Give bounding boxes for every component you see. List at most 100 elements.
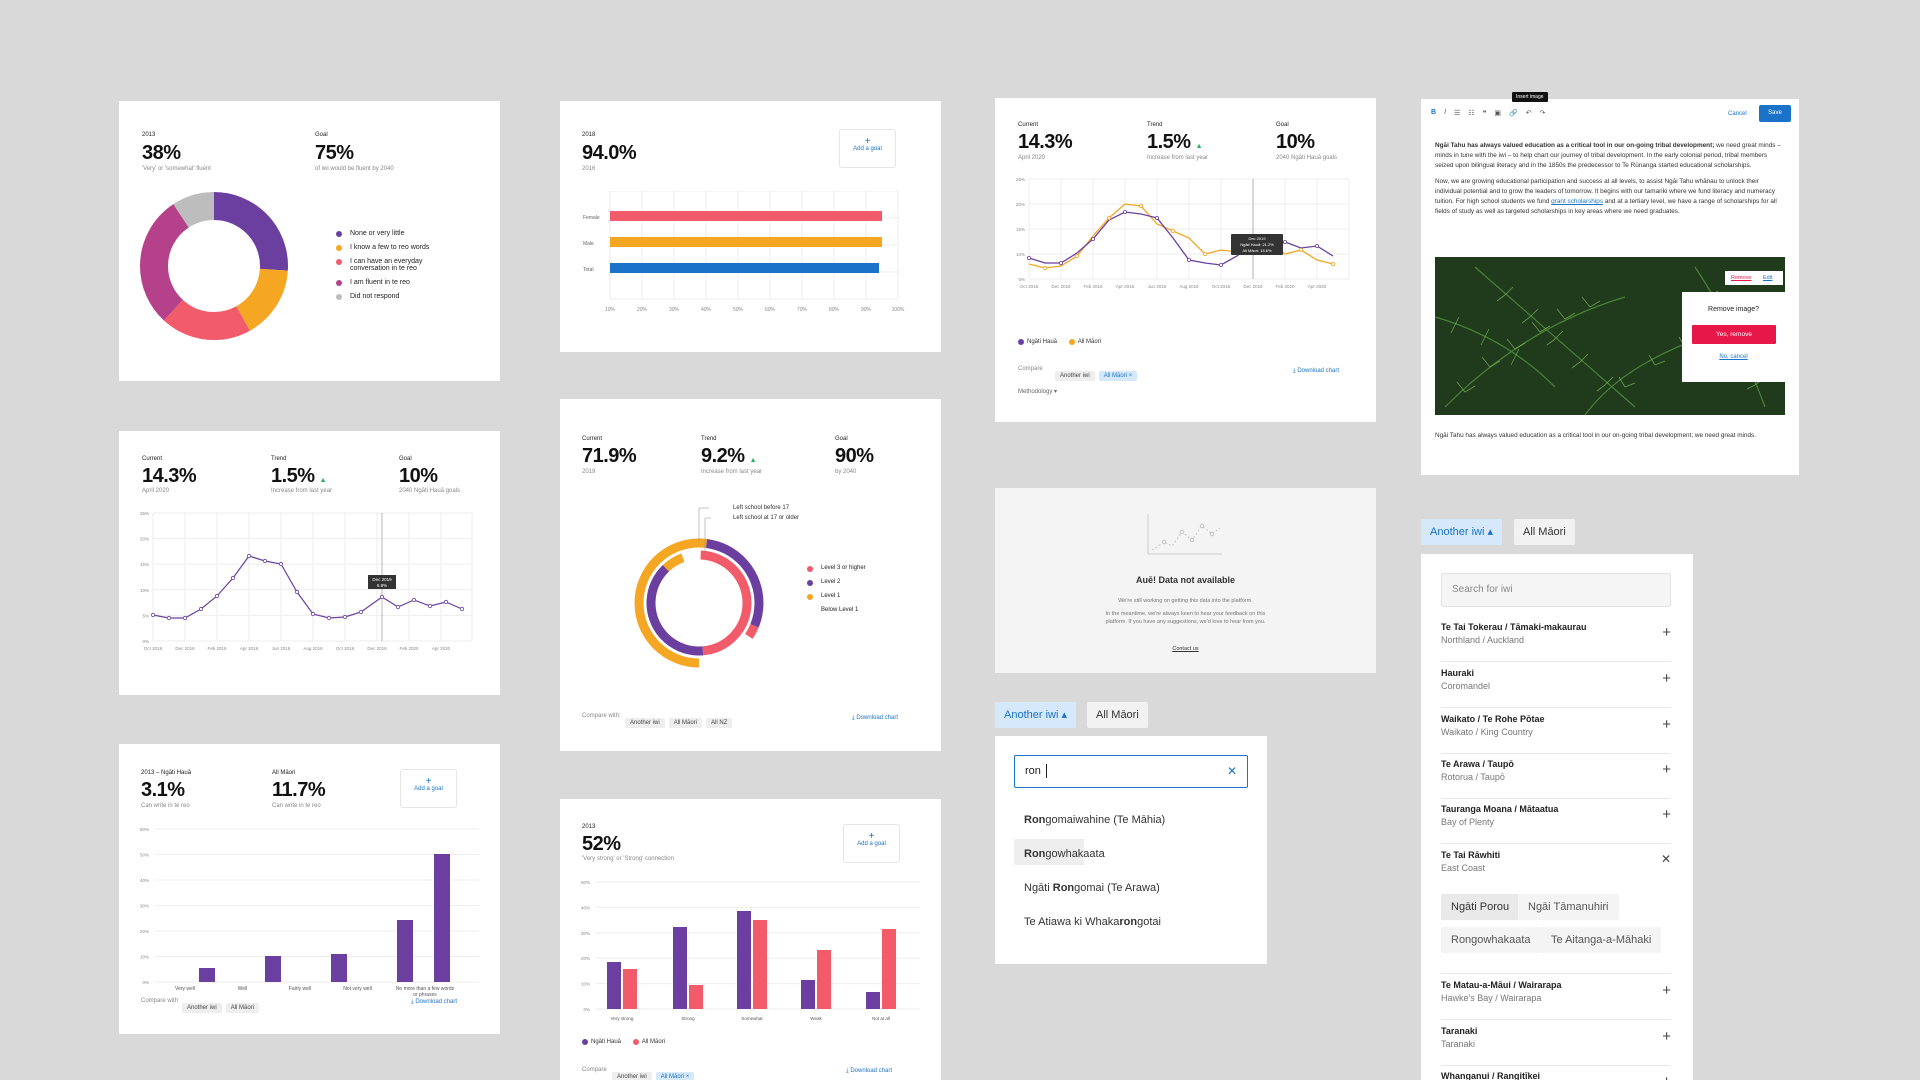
add-icon[interactable]: + bbox=[1662, 761, 1671, 778]
trend-label: Trend bbox=[271, 456, 287, 462]
all-maori-button[interactable]: All Māori bbox=[1514, 519, 1575, 545]
chip-another-iwi[interactable]: Another iwi bbox=[1055, 371, 1095, 381]
iwi-row[interactable]: Tauranga Moana / Mātaatua Bay of Plenty + bbox=[1441, 798, 1671, 844]
category-labels: Very well Well Fairly well Not very well… bbox=[165, 986, 455, 998]
search-placeholder: Search for iwi bbox=[1452, 584, 1513, 595]
download-chart-link[interactable]: ⤓ Download chart bbox=[846, 1068, 893, 1074]
chip-all-maori[interactable]: All Māori × bbox=[655, 1072, 695, 1080]
contact-us-link[interactable]: Contact us bbox=[1172, 646, 1199, 652]
all-maori-value: 11.7% bbox=[272, 779, 326, 801]
donut-legend: None or very little I know a few to reo … bbox=[336, 230, 456, 307]
add-goal-button[interactable]: + Add a goal bbox=[839, 129, 896, 168]
cancel-button[interactable]: Cancel bbox=[1728, 111, 1747, 117]
search-option[interactable]: Te Atiawa ki Whakarongotai bbox=[1024, 916, 1161, 928]
search-option[interactable]: Rongomaiwahine (Te Māhia) bbox=[1024, 814, 1166, 826]
add-icon[interactable]: + bbox=[1662, 1073, 1671, 1080]
quote-button[interactable]: ❝ bbox=[1482, 110, 1487, 117]
bar-label: Total bbox=[583, 267, 594, 273]
grant-scholarships-link[interactable]: grant scholarships bbox=[1551, 198, 1604, 206]
add-icon[interactable]: + bbox=[1662, 806, 1671, 823]
remove-image-link[interactable]: Remove bbox=[1731, 275, 1752, 281]
download-chart-link[interactable]: ⤓ Download chart bbox=[411, 999, 458, 1005]
chip-another-iwi[interactable]: Another iwi bbox=[182, 1003, 222, 1013]
tick-label: 100% bbox=[892, 307, 905, 313]
chip-all-maori[interactable]: All Māori bbox=[225, 1003, 260, 1013]
edit-image-link[interactable]: Edit bbox=[1763, 275, 1773, 281]
sub-iwi-chip[interactable]: Ngāi Tāmanuhiri bbox=[1518, 894, 1619, 920]
add-icon[interactable]: + bbox=[1662, 982, 1671, 999]
bar-ngati-haua bbox=[607, 962, 621, 1009]
add-icon[interactable]: + bbox=[1662, 624, 1671, 641]
sub-iwi-chip[interactable]: Rongowhakaata bbox=[1441, 927, 1541, 953]
italic-button[interactable]: I bbox=[1444, 109, 1447, 116]
add-goal-button[interactable]: + Add a goal bbox=[843, 824, 900, 863]
add-icon[interactable]: + bbox=[1662, 716, 1671, 733]
iwi-row[interactable]: Te Arawa / Taupō Rotorua / Taupō + bbox=[1441, 753, 1671, 799]
x-tick: Aug 2016 bbox=[1179, 284, 1199, 289]
compare-label: Compare bbox=[582, 1067, 607, 1073]
bold-button[interactable]: B bbox=[1431, 109, 1437, 116]
chart-legend: Ngāti Hauā All Māori bbox=[1018, 338, 1101, 345]
iwi-row[interactable]: Whanganui / Rangitīkei+ bbox=[1441, 1065, 1671, 1080]
add-icon[interactable]: + bbox=[1662, 670, 1671, 687]
bar bbox=[397, 920, 413, 982]
another-iwi-button[interactable]: Another iwi ▴ bbox=[995, 702, 1076, 728]
download-icon: ⤓ bbox=[852, 715, 855, 721]
iwi-search-field[interactable]: Search for iwi bbox=[1441, 573, 1671, 607]
all-maori-button[interactable]: All Māori bbox=[1087, 702, 1148, 728]
chip-another-iwi[interactable]: Another iwi bbox=[612, 1072, 652, 1080]
methodology-toggle[interactable]: Methodology ▾ bbox=[1018, 389, 1058, 395]
bar-label: Female bbox=[583, 215, 600, 221]
add-icon[interactable]: + bbox=[1662, 1028, 1671, 1045]
iwi-row[interactable]: Taranaki Taranaki + bbox=[1441, 1020, 1671, 1066]
sub-iwi-chip[interactable]: Te Aitanga-a-Māhaki bbox=[1541, 927, 1662, 953]
insert-image-button[interactable]: ▣ bbox=[1494, 110, 1501, 117]
save-button[interactable]: Save bbox=[1759, 105, 1791, 122]
fern-image[interactable]: Remove Edit Remove image? Yes, remove No… bbox=[1435, 257, 1785, 415]
iwi-row[interactable]: Waikato / Te Rohe Pōtae Waikato / King Co… bbox=[1441, 708, 1671, 754]
link-button[interactable]: 🔗 bbox=[1508, 110, 1518, 117]
search-option[interactable]: Ngāti Rongomai (Te Arawa) bbox=[1024, 882, 1160, 894]
chip-another-iwi[interactable]: Another iwi bbox=[625, 718, 665, 728]
add-goal-button[interactable]: + Add a goal bbox=[400, 769, 457, 808]
undo-button[interactable]: ↶ bbox=[1525, 110, 1532, 117]
y-tick: 20% bbox=[140, 537, 149, 542]
stat-value: 38% bbox=[142, 142, 181, 164]
download-chart-link[interactable]: ⤓ Download chart bbox=[1293, 368, 1340, 374]
bullet-list-button[interactable]: ☰ bbox=[1454, 110, 1461, 117]
bar-all-maori bbox=[623, 969, 637, 1009]
iwi-row[interactable]: Te Matau-a-Māui / Wairarapa Hawke's Bay /… bbox=[1441, 974, 1671, 1020]
connection-card: 2013 52% 'Very strong' or 'Strong' conne… bbox=[560, 799, 941, 1080]
download-chart-link[interactable]: ⤓ Download chart bbox=[852, 715, 899, 721]
iwi-row-expanded[interactable]: Te Tai Rāwhiti East Coast ✕ bbox=[1441, 844, 1671, 974]
chip-all-nz[interactable]: All NZ bbox=[706, 718, 733, 728]
chip-all-maori[interactable]: All Māori bbox=[668, 718, 703, 728]
sub-iwi-chip[interactable]: Ngāti Porou bbox=[1441, 894, 1520, 920]
clear-search-icon[interactable]: ✕ bbox=[1226, 764, 1237, 778]
y-tick: 0% bbox=[583, 1007, 590, 1012]
numbered-list-button[interactable]: ☷ bbox=[1468, 110, 1475, 117]
iwi-row[interactable]: Te Tai Tokerau / Tāmaki-makaurau Northlan… bbox=[1441, 616, 1671, 662]
goal-sub: of iwi would be fluent by 2040 bbox=[315, 166, 394, 172]
hbar-chart: Female Male Total 10% 20% 30% 40% 50% 60% 70% 8… bbox=[583, 191, 905, 313]
cancel-remove-link[interactable]: No, cancel bbox=[1719, 354, 1748, 360]
redo-button[interactable]: ↷ bbox=[1539, 110, 1546, 117]
slice-everyday bbox=[140, 192, 288, 340]
bar bbox=[199, 968, 215, 982]
search-option[interactable]: Rongowhakaata bbox=[1024, 848, 1105, 860]
another-iwi-button[interactable]: Another iwi ▴ bbox=[1421, 519, 1502, 545]
confirm-remove-button[interactable]: Yes, remove bbox=[1692, 325, 1776, 344]
plus-icon: + bbox=[425, 776, 432, 787]
y-tick: 30% bbox=[140, 904, 149, 909]
x-tick: Apr 2020 bbox=[432, 646, 451, 651]
close-icon[interactable]: ✕ bbox=[1660, 852, 1671, 866]
editor-body[interactable]: Ngāi Tahu has always valued education as… bbox=[1435, 141, 1785, 217]
legend-item: I am fluent in te reo bbox=[336, 279, 456, 286]
chip-all-maori[interactable]: All Māori × bbox=[1098, 371, 1138, 381]
compare-chips: Another iwi All Māori bbox=[182, 996, 263, 1014]
y-tick: 60% bbox=[140, 827, 149, 832]
concentric-donut-chart bbox=[634, 507, 764, 668]
compare-label: Compare bbox=[1018, 366, 1043, 372]
iwi-row[interactable]: Hauraki Coromandel + bbox=[1441, 662, 1671, 708]
iwi-search-input[interactable]: ron ✕ bbox=[1014, 755, 1248, 788]
